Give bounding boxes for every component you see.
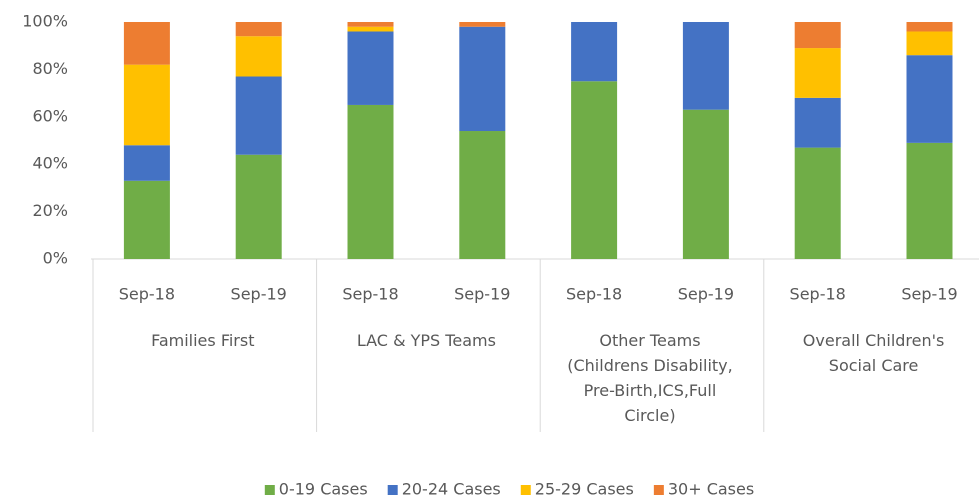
legend-label: 20-24 Cases <box>402 480 501 499</box>
bar-segment <box>906 31 953 56</box>
bar-segment <box>571 81 618 259</box>
bar-segment <box>794 22 841 49</box>
bar-segment <box>347 31 394 105</box>
legend-swatch <box>653 485 664 495</box>
legend-swatch <box>264 485 275 495</box>
group-label-box: LAC & YPS Teams <box>356 331 496 350</box>
y-tick-label: 100% <box>22 12 68 31</box>
legend-swatch <box>520 485 531 495</box>
bar-segment <box>235 22 282 37</box>
bar-segment <box>123 22 170 65</box>
bar-segment <box>682 109 729 259</box>
group-label-box: Families First <box>151 331 255 350</box>
group-label-box: Overall Children's Social Care <box>802 331 945 375</box>
bar-segment <box>794 48 841 98</box>
group-label: LAC & YPS Teams <box>356 331 496 350</box>
y-tick-label: 80% <box>32 59 68 78</box>
bar-segment <box>235 76 282 155</box>
x-tick-label: Sep-18 <box>790 285 846 304</box>
bar-segment <box>459 26 506 132</box>
group-label: Families First <box>151 331 255 350</box>
bar-segment <box>123 145 170 181</box>
bar-segment <box>235 36 282 77</box>
bar-segment <box>794 147 841 259</box>
bar-segment <box>123 180 170 259</box>
x-tick-label: Sep-19 <box>901 285 957 304</box>
group-label-box: Other Teams (Childrens Disability, Pre-B… <box>567 331 733 425</box>
x-tick-label: Sep-18 <box>119 285 175 304</box>
y-tick-label: 60% <box>32 106 68 125</box>
bar-segment <box>347 104 394 259</box>
bar-segment <box>123 64 170 146</box>
bar-segment <box>235 154 282 259</box>
x-tick-label: Sep-18 <box>342 285 398 304</box>
group-label: Other Teams (Childrens Disability, Pre-B… <box>567 331 733 425</box>
x-tick-label: Sep-19 <box>454 285 510 304</box>
bar-segment <box>459 131 506 259</box>
bar-segment <box>347 22 394 27</box>
bar-segment <box>682 22 729 110</box>
legend-swatch <box>387 485 398 495</box>
y-tick-label: 0% <box>43 249 68 268</box>
legend-label: 25-29 Cases <box>535 480 634 499</box>
bar-segment <box>906 55 953 143</box>
x-tick-label: Sep-19 <box>678 285 734 304</box>
x-tick-label: Sep-19 <box>231 285 287 304</box>
x-tick-label: Sep-18 <box>566 285 622 304</box>
bar-segment <box>459 22 506 27</box>
bar-segment <box>571 22 618 82</box>
group-label: Overall Children's Social Care <box>802 331 945 375</box>
legend-label: 30+ Cases <box>668 480 754 499</box>
y-tick-label: 40% <box>32 154 68 173</box>
bar-segment <box>794 97 841 148</box>
bar-segment <box>906 22 953 32</box>
legend-label: 0-19 Cases <box>279 480 368 499</box>
y-tick-label: 20% <box>32 201 68 220</box>
bar-segment <box>347 26 394 32</box>
bar-segment <box>906 142 953 259</box>
